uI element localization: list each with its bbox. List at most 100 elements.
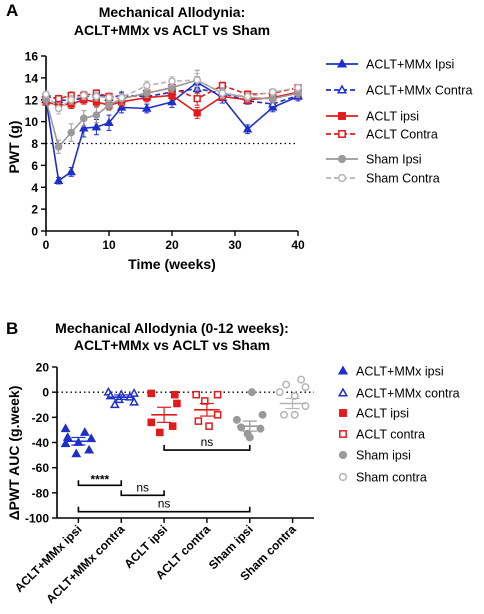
data-point [54,142,63,151]
data-point [66,166,76,176]
chart-b-title-line2: ACLT+MMx vs ACLT vs Sham [74,337,270,353]
data-point [193,76,202,84]
y-tick-label: -100 [25,512,49,526]
significance-bracket: **** [77,472,123,487]
data-point [294,83,302,92]
data-point [218,89,227,97]
data-point [116,102,127,111]
y-tick-label: -60 [32,461,50,475]
legend-marker [338,472,348,482]
data-point [62,432,73,441]
data-point [54,104,63,113]
legend-label: ACLT ipsi [366,110,419,124]
y-tick-label: 12 [25,93,39,107]
data-point [142,81,151,90]
significance-label: ns [158,497,171,511]
legend-item-sham-contra: Sham Contra [326,172,440,186]
data-point [54,95,63,103]
legend-marker [337,154,347,164]
data-point [282,380,291,389]
legend-label: Sham contra [356,471,427,485]
legend-marker [338,450,348,460]
legend-marker [337,365,349,375]
data-point [268,98,278,108]
y-tick-label: 16 [25,50,39,64]
legend-item-aclt-mmx-contra: ACLT+MMx Contra [326,84,472,98]
data-point [167,96,177,106]
data-point [42,90,50,99]
legend-label: ACLT+MMx Ipsi [366,58,454,72]
data-point [147,418,156,427]
significance-bracket: ns [77,497,251,513]
data-point [232,415,241,424]
data-point [194,417,203,425]
data-point [79,427,90,436]
data-point [60,423,71,433]
legend-label: ACLT contra [356,428,425,442]
legend-item-sham-contra: Sham contra [338,471,427,485]
data-point [129,396,139,406]
significance-label: ns [201,435,214,449]
data-point [268,88,277,96]
legend-marker [336,58,348,68]
legend-item-aclt-contra: ACLT Contra [326,128,438,142]
data-point [247,388,256,397]
data-point [92,92,101,101]
data-point [280,410,288,419]
legend-label: ACLT+MMx contra [356,387,460,401]
data-point [156,428,164,437]
data-point [109,399,120,409]
data-point [53,175,64,184]
legend-a: ACLT+MMx Ipsi ACLT+MMx Contra ACLT ipsi ACL… [326,58,472,186]
series-line-aclt-mmx-ipsi [45,81,299,183]
data-point [205,422,213,430]
legend-label: ACLT ipsi [356,407,409,421]
data-point [142,103,152,112]
group-aclt-ipsi [147,389,181,437]
data-point [290,391,299,400]
legend-item-sham-ipsi: Sham ipsi [338,449,411,463]
legend-item-sham-ipsi: Sham Ipsi [326,153,422,167]
data-point [290,410,299,419]
legend-marker [336,84,348,94]
data-point [147,389,156,398]
data-point [104,117,114,126]
chart-a-title-line2: ACLT+MMx vs ACLT vs Sham [74,22,270,38]
legend-label: Sham ipsi [356,449,411,463]
data-point [142,89,151,97]
legend-label: ACLT+MMx Contra [366,84,472,98]
group-aclt-contra [192,390,222,430]
panel-b-letter: B [6,319,18,338]
legend-marker [338,112,346,120]
data-point [213,411,222,419]
legend-marker [338,130,346,138]
legend-label: Sham Contra [366,172,440,186]
y-tick-label: -20 [32,411,50,425]
y-tick-label: 0 [42,386,49,400]
data-point [91,121,102,131]
data-point [92,111,101,119]
data-point [213,390,222,399]
chart-a-title-line1: Mechanical Allodynia: [99,4,246,20]
legend-label: Sham Ipsi [366,153,422,167]
series-sham-contra [42,73,302,115]
legend-item-aclt-mmx-contra: ACLT+MMx contra [337,387,460,401]
legend-marker [337,387,349,397]
group-aclt-mmx-ipsi [60,423,97,458]
y-tick-label: 6 [31,159,38,173]
data-point [67,95,76,104]
data-point [117,93,126,102]
data-point [67,128,76,137]
legend-marker [339,409,347,417]
data-point [245,433,254,442]
bracket-line [120,490,165,497]
data-point [243,92,252,101]
data-point [171,390,179,399]
data-point [168,77,176,85]
bracket-line [77,480,123,487]
significance-label: ns [136,480,149,494]
y-tick-label: -40 [32,436,50,450]
x-tick-label: 40 [291,238,305,252]
y-tick-label: 20 [36,361,50,375]
legend-marker [337,173,347,183]
